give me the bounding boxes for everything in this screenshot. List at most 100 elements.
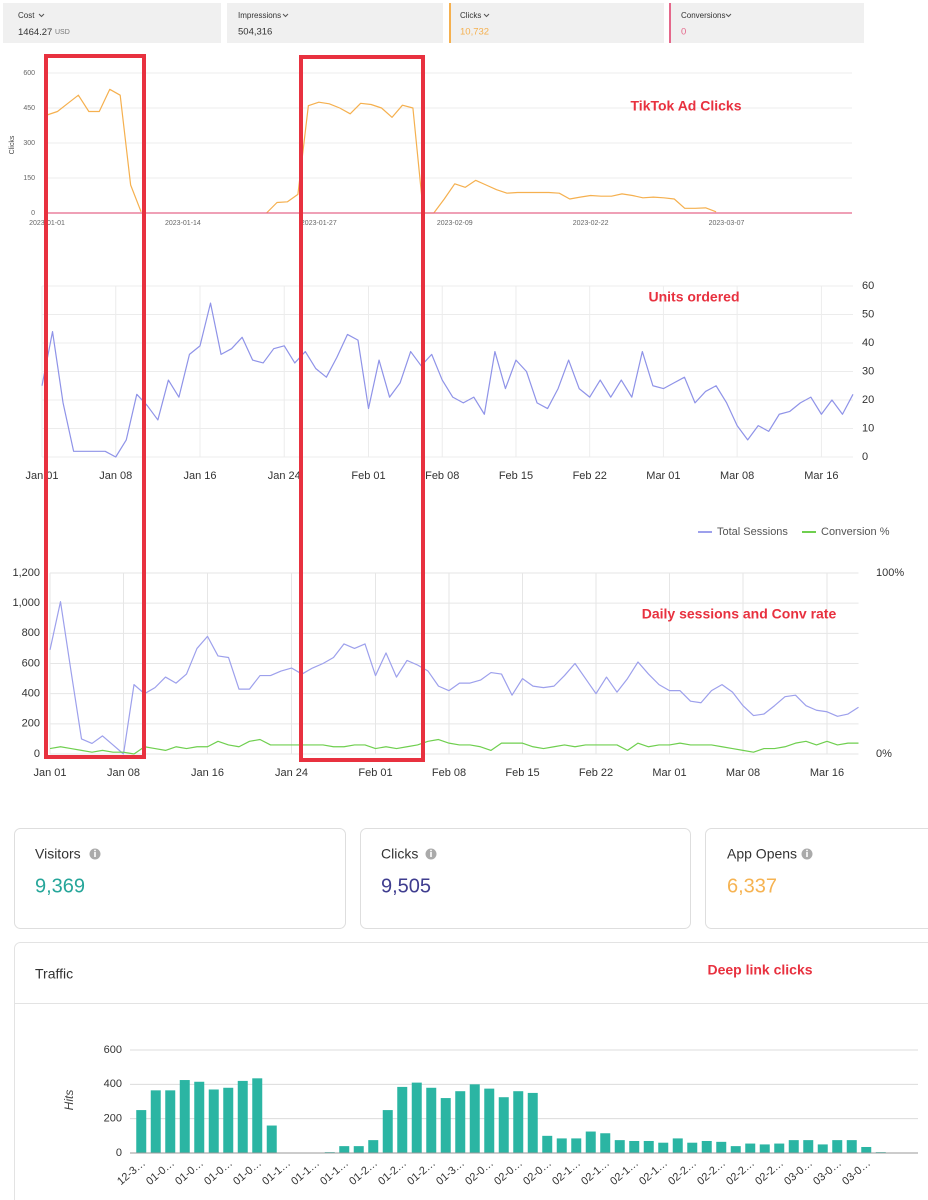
y-tick-label: 200: [104, 1113, 122, 1125]
bar: [701, 1140, 712, 1153]
y-tick-label: 450: [23, 105, 35, 112]
traffic-panel: [14, 942, 928, 1200]
x-tick-label: Jan 24: [268, 470, 301, 482]
stat-card: [360, 828, 691, 929]
data-line: [46, 88, 717, 214]
y-tick-label: 0: [34, 748, 40, 760]
x-tick-label: Jan 01: [25, 470, 58, 482]
bar: [266, 1125, 277, 1153]
bar: [774, 1143, 785, 1153]
bar: [469, 1084, 480, 1153]
x-tick-label: Jan 01: [33, 767, 66, 779]
bar: [861, 1146, 872, 1153]
x-tick-label: 2023-01-27: [301, 220, 337, 227]
bar: [484, 1088, 495, 1153]
annotation: TikTok Ad Clicks: [631, 98, 742, 114]
dropdown-icon[interactable]: [282, 13, 289, 18]
x-tick-label: Feb 08: [432, 767, 466, 779]
bar: [208, 1089, 219, 1153]
dropdown-icon[interactable]: [483, 13, 490, 18]
x-tick-label: Mar 01: [652, 767, 686, 779]
metric-card[interactable]: [227, 3, 443, 43]
y2-tick-label: 100%: [876, 567, 904, 579]
bar: [353, 1146, 364, 1153]
stat-label: Clicks: [381, 846, 418, 862]
y-tick-label: 0: [116, 1147, 122, 1159]
bar: [788, 1140, 799, 1153]
y2-tick-label: 0%: [876, 748, 892, 760]
metric-card[interactable]: [3, 3, 221, 43]
bar: [368, 1140, 379, 1153]
x-tick-label: 2023-02-22: [573, 220, 609, 227]
bar: [179, 1080, 190, 1153]
bar: [585, 1131, 596, 1153]
annotation: Deep link clicks: [707, 962, 812, 978]
stat-value: 9,369: [35, 875, 85, 897]
bar: [498, 1097, 509, 1153]
y-tick-label: 1,200: [12, 567, 40, 579]
info-icon[interactable]: [89, 848, 101, 860]
bar: [730, 1146, 741, 1153]
bar: [542, 1135, 553, 1153]
x-tick-label: Feb 08: [425, 470, 459, 482]
annotation: Units ordered: [648, 289, 739, 305]
x-tick-label: Feb 22: [573, 470, 607, 482]
x-tick-label: Jan 08: [107, 767, 140, 779]
bar: [687, 1142, 698, 1153]
panel-title: Traffic: [35, 966, 73, 982]
stat-value: 9,505: [381, 875, 431, 897]
x-tick-label: Mar 16: [804, 470, 838, 482]
x-tick-label: Feb 01: [351, 470, 385, 482]
bar: [194, 1081, 205, 1153]
bar: [513, 1091, 524, 1153]
data-line: [49, 601, 859, 755]
x-tick-label: 2023-01-14: [165, 220, 201, 227]
y-tick-label: 40: [862, 337, 874, 349]
dropdown-icon[interactable]: [725, 13, 732, 18]
legend-label: Conversion %: [821, 526, 890, 538]
metric-label: Conversions: [681, 11, 725, 20]
x-tick-label: Jan 08: [99, 470, 132, 482]
highlight-box: [44, 54, 146, 759]
metric-value: 10,732: [460, 27, 489, 38]
bar: [745, 1143, 756, 1153]
y-axis-label: Hits: [62, 1090, 76, 1111]
bar: [426, 1087, 437, 1153]
bar: [759, 1144, 770, 1153]
metric-card[interactable]: [669, 3, 864, 43]
y-tick-label: 400: [104, 1078, 122, 1090]
y-tick-label: 400: [22, 688, 40, 700]
bar: [237, 1080, 248, 1153]
metric-card[interactable]: [449, 3, 664, 43]
y-tick-label: 600: [23, 70, 35, 77]
y-tick-label: 150: [23, 175, 35, 182]
stat-label: Visitors: [35, 846, 81, 862]
card-accent: [449, 3, 451, 43]
bar: [527, 1092, 538, 1153]
data-line: [41, 302, 854, 458]
bar: [455, 1091, 466, 1153]
bar: [600, 1133, 611, 1153]
bar: [629, 1140, 640, 1153]
metric-value: 504,316: [238, 27, 272, 38]
dropdown-icon[interactable]: [38, 13, 45, 18]
info-icon[interactable]: [425, 848, 437, 860]
metric-value-number: 1464.27: [18, 27, 52, 38]
y-tick-label: 200: [22, 718, 40, 730]
y-tick-label: 600: [22, 657, 40, 669]
highlight-box: [299, 55, 425, 762]
x-tick-label: Feb 01: [358, 767, 392, 779]
bar: [571, 1138, 582, 1153]
legend-label: Total Sessions: [717, 526, 788, 538]
bar: [223, 1087, 234, 1153]
y-tick-label: 10: [862, 422, 874, 434]
x-tick-label: 2023-03-07: [709, 220, 745, 227]
bar: [339, 1146, 350, 1153]
bar: [165, 1090, 176, 1153]
bar: [643, 1140, 654, 1153]
y-tick-label: 30: [862, 365, 874, 377]
x-tick-label: 2023-02-09: [437, 220, 473, 227]
info-icon[interactable]: [801, 848, 813, 860]
